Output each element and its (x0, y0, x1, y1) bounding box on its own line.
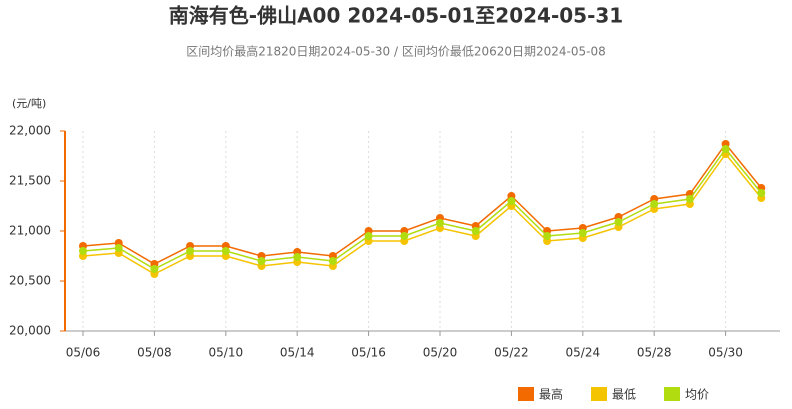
x-tick-label: 05/20 (423, 346, 458, 360)
point (150, 265, 159, 273)
point (436, 219, 444, 227)
point (614, 218, 623, 226)
point (578, 229, 587, 237)
point (507, 197, 516, 205)
legend-label[interactable]: 最低 (612, 388, 636, 402)
legend-swatch[interactable] (518, 387, 534, 401)
y-tick-label: 22,000 (9, 124, 51, 138)
x-tick-label: 05/16 (351, 346, 386, 360)
x-tick-label: 05/30 (708, 346, 743, 360)
y-unit: (元/吨) (12, 97, 46, 110)
point (114, 244, 123, 252)
x-tick-label: 05/06 (66, 346, 101, 360)
y-tick-label: 21,000 (9, 224, 51, 238)
x-tick-label: 05/28 (637, 346, 672, 360)
y-tick-label: 21,500 (9, 174, 51, 188)
point (543, 232, 552, 240)
y-tick-label: 20,000 (9, 324, 51, 338)
chart-title: 南海有色-佛山A00 2024-05-01至2024-05-31 (169, 4, 623, 28)
y-tick-label: 20,500 (9, 274, 51, 288)
legend-label[interactable]: 最高 (539, 387, 563, 402)
point (221, 247, 230, 255)
legend-label[interactable]: 均价 (685, 388, 709, 402)
legend-swatch[interactable] (591, 387, 607, 401)
point (186, 247, 195, 255)
point (79, 247, 87, 255)
x-tick-label: 05/10 (209, 346, 244, 360)
series-line (82, 152, 762, 275)
point (400, 232, 409, 240)
series-line (82, 147, 762, 270)
point (257, 257, 266, 265)
point (364, 232, 373, 240)
x-tick-label: 05/22 (494, 346, 529, 360)
point (328, 257, 337, 265)
point (471, 227, 480, 235)
point (757, 189, 766, 197)
x-tick-label: 05/24 (566, 346, 601, 360)
point (650, 200, 659, 208)
chart-subtitle: 区间均价最高21820日期2024-05-30 / 区间均价最低20620日期2… (186, 44, 606, 59)
legend-swatch[interactable] (664, 387, 680, 401)
x-tick-label: 05/14 (280, 346, 315, 360)
point (721, 145, 730, 153)
series-line (82, 142, 762, 265)
point (293, 253, 302, 261)
x-tick-label: 05/08 (137, 346, 172, 360)
point (685, 195, 694, 203)
